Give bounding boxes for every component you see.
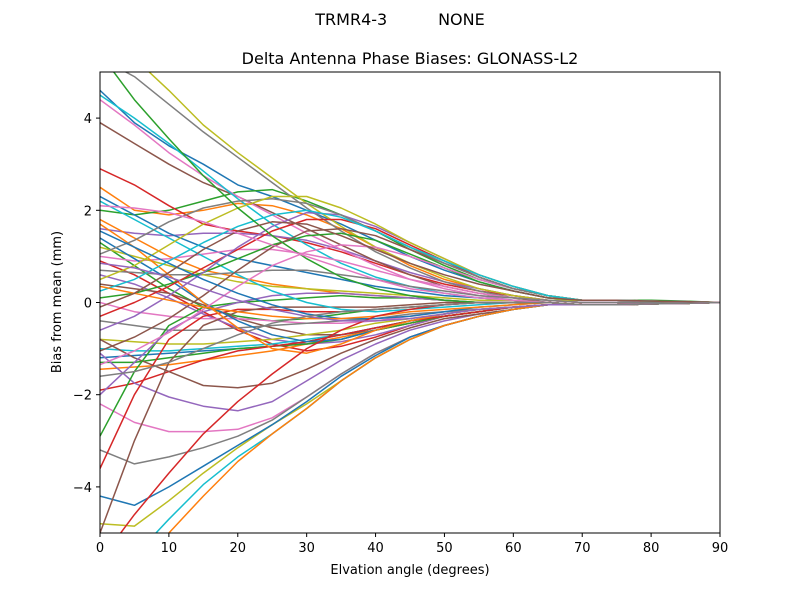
x-tick-label: 0 bbox=[96, 541, 104, 556]
chart-title: Delta Antenna Phase Biases: GLONASS-L2 bbox=[242, 49, 579, 68]
series-layer bbox=[100, 72, 720, 533]
series-line-s28 bbox=[100, 301, 720, 465]
series-line-s01 bbox=[100, 89, 720, 304]
series-line-s32 bbox=[167, 301, 720, 533]
y-tick-label: 0 bbox=[84, 297, 92, 312]
y-tick-label: −4 bbox=[73, 481, 92, 496]
series-line-s58 bbox=[100, 301, 720, 378]
series-line-s30 bbox=[154, 301, 720, 533]
x-tick-label: 70 bbox=[574, 541, 591, 556]
series-line-s27 bbox=[100, 301, 720, 433]
series-line-s06 bbox=[100, 122, 720, 306]
x-tick-label: 90 bbox=[712, 541, 729, 556]
series-line-s56 bbox=[100, 221, 720, 308]
x-axis-label: Elvation angle (degrees) bbox=[330, 563, 489, 578]
series-line-s04 bbox=[100, 168, 720, 304]
series-line-s12 bbox=[100, 218, 720, 306]
x-tick-label: 10 bbox=[161, 541, 178, 556]
y-tick-label: 4 bbox=[84, 112, 92, 127]
x-tick-label: 80 bbox=[643, 541, 660, 556]
y-axis-label: Bias from mean (mm) bbox=[50, 231, 65, 373]
y-axis: −4 −2 0 2 4 bbox=[73, 112, 100, 496]
x-tick-label: 60 bbox=[505, 541, 522, 556]
y-tick-label: 2 bbox=[84, 204, 92, 219]
series-line-s26 bbox=[100, 301, 720, 389]
x-tick-label: 30 bbox=[298, 541, 315, 556]
x-axis: 0 10 20 30 40 50 60 70 80 90 bbox=[96, 533, 728, 556]
x-tick-label: 20 bbox=[230, 541, 247, 556]
y-tick-label: −2 bbox=[73, 389, 92, 404]
x-tick-label: 50 bbox=[436, 541, 453, 556]
figure-suptitle: TRMR4-3 NONE bbox=[315, 10, 485, 29]
x-tick-label: 40 bbox=[367, 541, 384, 556]
